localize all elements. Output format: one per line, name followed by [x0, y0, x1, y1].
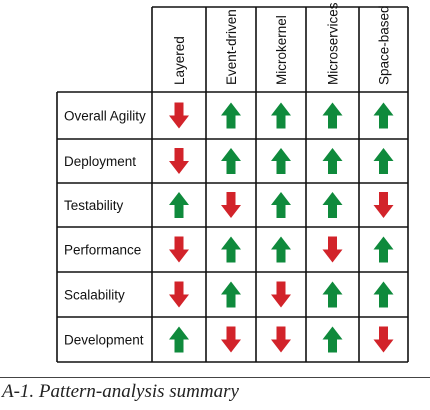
up-arrow-icon [271, 148, 291, 174]
up-arrow-icon [221, 148, 241, 174]
column-header-microservices: Microservices [326, 2, 341, 85]
up-arrow-icon [323, 282, 343, 308]
down-arrow-icon [271, 282, 291, 308]
row-label-overall-agility: Overall Agility [64, 109, 146, 124]
up-arrow-icon [169, 327, 189, 353]
up-arrow-icon [323, 327, 343, 353]
up-arrow-icon [221, 103, 241, 129]
row-label-testability: Testability [64, 198, 124, 213]
row-label-performance: Performance [64, 243, 141, 258]
up-arrow-icon [221, 237, 241, 263]
down-arrow-icon [221, 327, 241, 353]
up-arrow-icon [323, 148, 343, 174]
up-arrow-icon [323, 192, 343, 218]
down-arrow-icon [169, 237, 189, 263]
column-header-layered: Layered [172, 36, 187, 85]
column-header-space-based: Space-based [377, 5, 392, 85]
row-label-scalability: Scalability [64, 288, 125, 303]
down-arrow-icon [169, 103, 189, 129]
up-arrow-icon [374, 148, 394, 174]
down-arrow-icon [323, 237, 343, 263]
down-arrow-icon [169, 148, 189, 174]
up-arrow-icon [374, 237, 394, 263]
row-label-development: Development [64, 333, 144, 348]
down-arrow-icon [374, 192, 394, 218]
up-arrow-icon [271, 192, 291, 218]
column-header-microkernel: Microkernel [274, 15, 289, 85]
down-arrow-icon [374, 327, 394, 353]
up-arrow-icon [323, 103, 343, 129]
up-arrow-icon [221, 282, 241, 308]
column-header-event-driven: Event-driven [224, 9, 239, 85]
row-label-deployment: Deployment [64, 154, 136, 169]
up-arrow-icon [374, 103, 394, 129]
pattern-analysis-table: Layered Event-driven Microkernel Microservi… [0, 0, 430, 378]
caption-divider [0, 377, 430, 378]
down-arrow-icon [169, 282, 189, 308]
up-arrow-icon [271, 103, 291, 129]
figure-caption: A-1. Pattern-analysis summary [2, 381, 239, 403]
up-arrow-icon [271, 237, 291, 263]
down-arrow-icon [271, 327, 291, 353]
up-arrow-icon [169, 192, 189, 218]
up-arrow-icon [374, 282, 394, 308]
down-arrow-icon [221, 192, 241, 218]
